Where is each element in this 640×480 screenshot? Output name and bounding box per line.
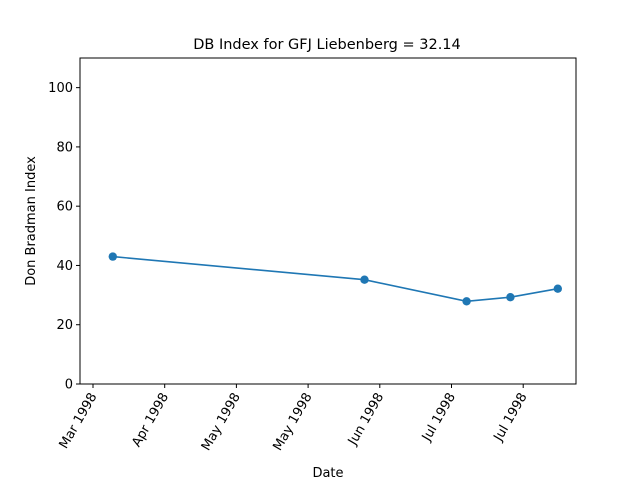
y-tick-label: 0 (65, 378, 73, 393)
y-tick-label: 80 (56, 140, 73, 155)
y-tick-label: 100 (48, 81, 73, 96)
data-point (360, 275, 369, 284)
series-layer (108, 252, 562, 306)
x-tick-label: Jun 1998 (345, 391, 387, 449)
x-axis-label: Date (312, 466, 343, 480)
y-axis-label: Don Bradman Index (24, 156, 39, 286)
data-point (108, 252, 118, 261)
plot-frame (79, 57, 577, 385)
x-tick-label: May 1998 (199, 391, 244, 454)
x-tick-label: Jul 1998 (419, 391, 459, 445)
x-axis: Mar 1998 Apr 1998 May 1998 May 1998 Jun 1998… (57, 384, 531, 454)
plot-background (80, 58, 576, 384)
x-tick-label: Jul 1998 (491, 391, 531, 445)
y-tick-label: 40 (56, 259, 73, 274)
data-point (462, 297, 471, 306)
x-tick-label: May 1998 (271, 391, 316, 454)
plot-area (80, 58, 576, 384)
chart-title: DB Index for GFJ Liebenberg = 32.14 (193, 37, 461, 53)
y-axis: 0 20 40 60 80 100 (48, 81, 80, 393)
x-tick-label: Mar 1998 (57, 391, 101, 452)
y-tick-label: 20 (56, 318, 73, 333)
x-tick-label: Apr 1998 (129, 391, 172, 450)
y-tick-label: 60 (56, 200, 73, 215)
data-point (553, 284, 562, 293)
data-point (506, 293, 515, 302)
